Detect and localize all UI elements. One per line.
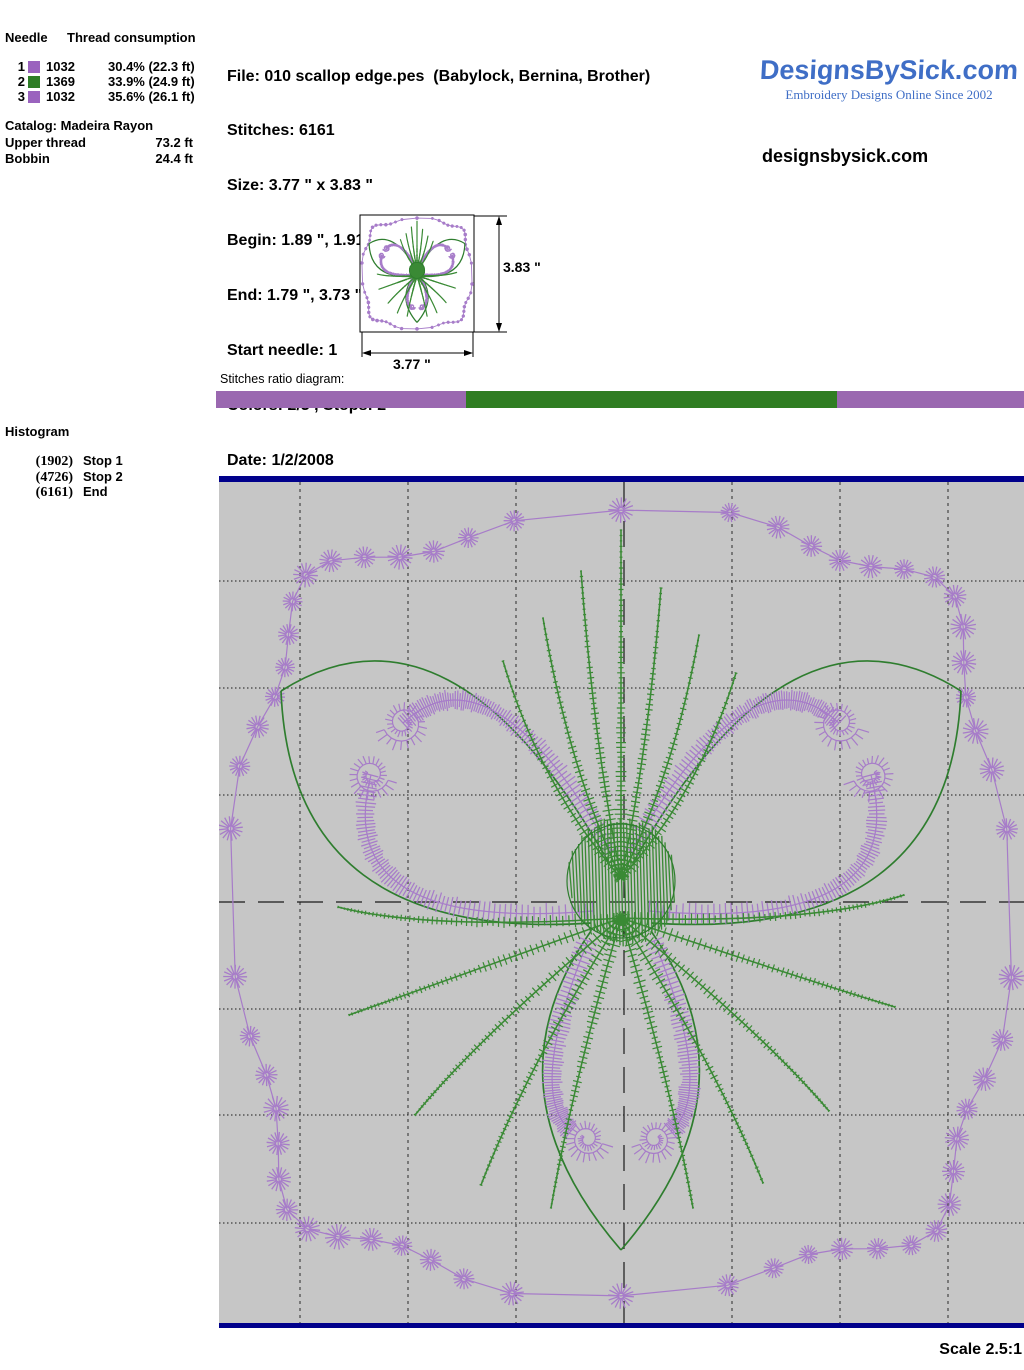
top-hoop-bar (219, 476, 1024, 482)
thread-usage: 33.9% (24.9 ft) (108, 74, 195, 89)
design-thumbnail (359, 214, 507, 357)
ratio-segment (216, 391, 466, 408)
histogram-row: (1902) Stop 1 (5, 453, 123, 469)
height-dimension-label: 3.83 " (503, 259, 541, 275)
ratio-diagram-label: Stitches ratio diagram: (220, 372, 345, 386)
bobbin-line: Bobbin 24.4 ft (5, 151, 193, 166)
width-dimension (361, 332, 474, 357)
arrow-right-icon (464, 350, 473, 356)
thread-code: 1032 (46, 89, 75, 104)
bobbin-value: 24.4 ft (155, 151, 193, 166)
ratio-segment (465, 391, 837, 408)
histogram-rows: (1902) Stop 1 (4726) Stop 2 (6161) End (5, 453, 123, 500)
histogram-row: (6161) End (5, 484, 123, 500)
width-dimension-label: 3.77 " (393, 356, 431, 372)
bottom-hoop-bar (219, 1323, 1024, 1328)
begin-line: Begin: 1.89 ", 1.91 " (227, 232, 377, 250)
thread-consumption-panel: Needle Thread consumption 1 1032 30.4% (… (5, 30, 220, 166)
logo: DesignsBySick.com Embroidery Designs Onl… (755, 55, 1023, 103)
stitches-line: Stitches: 6161 (227, 122, 335, 140)
embroidery-design (218, 497, 1024, 1309)
file-name-line: File: 010 scallop edge.pes (Babylock, Be… (227, 67, 651, 85)
thread-table-header: Needle Thread consumption (5, 30, 220, 45)
logo-tagline: Embroidery Designs Online Since 2002 (785, 87, 993, 102)
stitches-ratio-bar (216, 391, 1024, 408)
thread-color-swatch (28, 90, 40, 103)
thread-color-swatch (28, 60, 40, 73)
logo-brand: DesignsBySick.com (759, 55, 1019, 85)
thread-usage: 30.4% (22.3 ft) (108, 59, 195, 74)
column-needle: Needle (5, 30, 48, 45)
scale-label: Scale 2.5:1 (939, 1341, 1022, 1358)
stop-label: Stop 2 (83, 468, 123, 484)
arrow-up-icon (496, 216, 502, 225)
needle-number: 1 (17, 59, 25, 74)
upper-thread-line: Upper thread 73.2 ft (5, 135, 193, 150)
needle-number: 3 (17, 89, 25, 104)
date-line: Date: 1/2/2008 (227, 451, 334, 469)
thread-code: 1032 (46, 59, 75, 74)
end-label: End (83, 484, 108, 499)
thread-rows: 1 1032 30.4% (22.3 ft) 2 1369 33.9% (24.… (5, 59, 220, 104)
upper-thread-value: 73.2 ft (155, 135, 193, 150)
stitch-count: (4726) (35, 469, 73, 485)
thread-color-swatch (28, 75, 40, 88)
website-text: designsbysick.com (762, 146, 929, 166)
histogram-row: (4726) Stop 2 (5, 469, 123, 485)
bobbin-label: Bobbin (5, 151, 50, 166)
stitch-count: (6161) (35, 485, 73, 500)
size-line: Size: 3.77 " x 3.83 " (227, 177, 373, 195)
histogram-title: Histogram (5, 424, 70, 439)
needle-number: 2 (17, 74, 25, 89)
ratio-segment (836, 391, 1024, 408)
thread-usage: 35.6% (26.1 ft) (108, 89, 195, 104)
end-line: End: 1.79 ", 3.73 " (227, 287, 363, 305)
catalog-line: Catalog: Madeira Rayon (5, 118, 154, 133)
design-preview-area (218, 476, 1024, 1328)
design-preview-canvas (218, 476, 1024, 1328)
thread-code: 1369 (46, 74, 75, 89)
height-dimension (474, 215, 507, 333)
stitch-count: (1902) (35, 454, 73, 469)
thread-row: 1 1032 30.4% (22.3 ft) (5, 59, 220, 74)
thread-row: 2 1369 33.9% (24.9 ft) (5, 74, 220, 89)
start-needle-line: Start needle: 1 (227, 342, 338, 360)
column-thread-consumption: Thread consumption (67, 30, 196, 45)
thread-row: 3 1032 35.6% (26.1 ft) (5, 89, 220, 104)
upper-thread-label: Upper thread (5, 135, 86, 150)
histogram-panel: Histogram (1902) Stop 1 (4726) Stop 2 (6… (5, 424, 123, 500)
arrow-left-icon (362, 350, 371, 356)
stop-label: Stop 1 (83, 453, 123, 468)
embroidery-design-thumbnail (360, 216, 474, 331)
arrow-down-icon (496, 323, 502, 332)
